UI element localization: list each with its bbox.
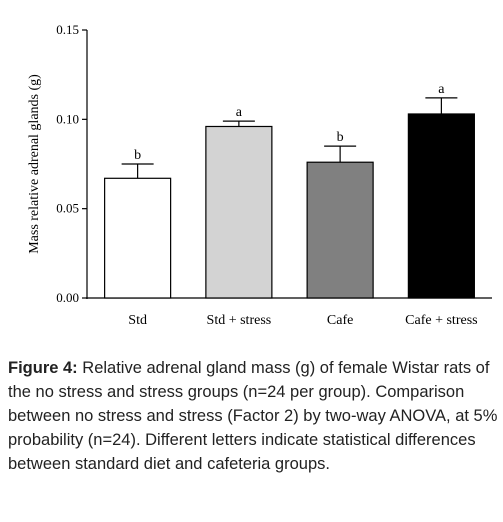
significance-letter: a <box>438 82 445 97</box>
y-tick-label: 0.05 <box>56 201 79 216</box>
bar <box>205 125 273 299</box>
bar <box>306 161 374 299</box>
x-tick-label: Cafe <box>327 313 353 328</box>
significance-letter: a <box>236 105 243 120</box>
y-tick-label: 0.15 <box>56 22 79 37</box>
y-tick-label: 0.00 <box>56 290 79 305</box>
x-tick-label: Std <box>128 313 147 328</box>
bar <box>104 177 172 299</box>
x-tick-labels: Std Std + stress Cafe Cafe + stress <box>128 313 477 328</box>
figure-caption: Figure 4: Relative adrenal gland mass (g… <box>8 356 498 476</box>
caption-label: Figure 4: <box>8 359 78 377</box>
x-tick-label: Cafe + stress <box>405 313 477 328</box>
bar <box>407 113 475 299</box>
significance-letter: b <box>134 148 141 163</box>
x-tick-label: Std + stress <box>207 313 272 328</box>
significance-letter: b <box>337 130 344 145</box>
caption-text: Relative adrenal gland mass (g) of femal… <box>8 359 498 473</box>
y-ticks: 0.00 0.05 0.10 0.15 <box>56 22 87 305</box>
y-tick-label: 0.10 <box>56 111 79 126</box>
y-axis-title: Mass relative adrenal glands (g) <box>27 74 42 254</box>
bars: b a b a <box>104 82 475 299</box>
bar-chart: Mass relative adrenal glands (g) 0.000.0… <box>27 22 492 328</box>
